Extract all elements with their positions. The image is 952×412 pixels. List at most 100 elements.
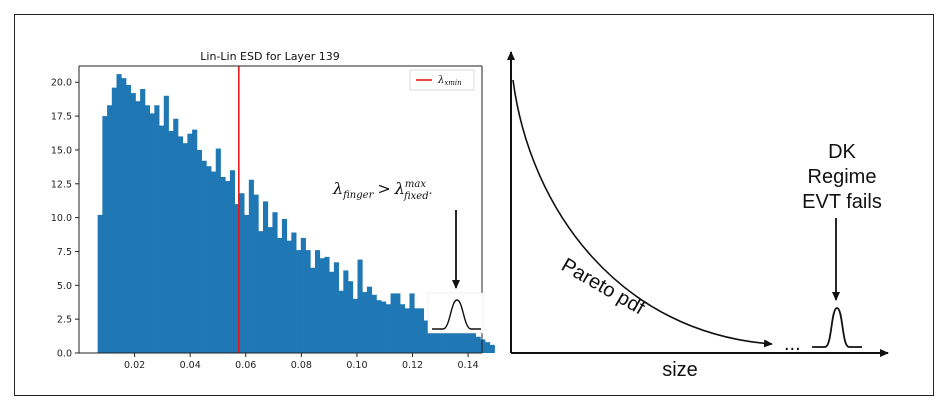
histogram-bar <box>381 301 387 353</box>
evt-fails-label: EVT fails <box>802 191 882 213</box>
regime-label: Regime <box>808 166 877 188</box>
finger-formula: λfinger > λmax fixed. <box>332 179 432 202</box>
ellipsis: ... <box>784 333 801 355</box>
histogram-bar <box>149 113 155 353</box>
histogram-bar <box>409 293 415 353</box>
dk-label: DK <box>828 141 856 163</box>
histogram-bar <box>366 286 373 353</box>
histogram-bar <box>329 271 335 353</box>
histogram-bar <box>348 281 354 353</box>
histogram-bar <box>385 304 391 353</box>
histogram-bar <box>286 240 292 353</box>
histogram-bar <box>163 95 169 353</box>
y-tick-label: 0.0 <box>57 349 72 360</box>
histogram-bar <box>314 250 321 353</box>
histogram-bar <box>201 160 207 353</box>
histogram-bar <box>475 336 481 353</box>
histogram-bar <box>338 290 344 353</box>
histogram-bar <box>116 74 122 354</box>
histogram-bar <box>121 78 127 354</box>
histogram-bar <box>376 300 382 353</box>
histogram-bar <box>182 143 188 353</box>
histogram-bar <box>107 105 113 353</box>
y-tick-label: 12.5 <box>51 179 72 190</box>
histogram-bar <box>324 256 330 353</box>
x-tick-label: 0.06 <box>235 360 256 371</box>
histogram-bar <box>144 105 150 353</box>
histogram-bar <box>239 193 245 353</box>
x-tick-label: 0.04 <box>180 360 201 371</box>
histogram-bar <box>173 118 179 353</box>
histogram-bar <box>466 331 472 353</box>
histogram-bar <box>97 214 103 353</box>
y-tick-label: 10.0 <box>51 213 72 224</box>
histogram-bar <box>215 148 221 353</box>
bump-inset <box>427 292 484 334</box>
x-tick-label: 0.02 <box>124 360 145 371</box>
histogram-bar <box>272 212 278 353</box>
x-tick-label: 0.14 <box>458 360 479 371</box>
histogram-bar <box>168 130 174 353</box>
histogram-ticks: 0.02 0.04 0.06 0.08 0.10 0.12 0.14 0.0 2.5 5.0 7.5… <box>51 78 479 371</box>
histogram-bar <box>206 166 212 353</box>
y-tick-label: 20.0 <box>51 78 72 89</box>
pareto-schematic: size Pareto pdf ... DK Regime EVT fails <box>507 51 889 381</box>
histogram-bar <box>262 201 269 353</box>
histogram-bar <box>489 344 495 353</box>
histogram-bar <box>258 231 264 353</box>
histogram-bar <box>277 237 283 353</box>
chart-title: Lin-Lin ESD for Layer 139 <box>200 50 339 63</box>
histogram-bar <box>253 194 259 353</box>
histogram-bar <box>404 308 410 353</box>
x-tick-label: 0.10 <box>346 360 367 371</box>
histogram-bar <box>296 250 302 353</box>
histogram-bar <box>357 259 363 353</box>
histogram-bar <box>248 179 254 353</box>
histogram-bars <box>97 74 495 354</box>
histogram-chart: Lin-Lin ESD for Layer 139 0.02 0.04 0.06 0.… <box>51 50 495 371</box>
histogram-bar <box>225 181 231 353</box>
histogram-bar <box>196 149 202 353</box>
histogram-bar <box>111 87 117 353</box>
histogram-bar <box>362 292 368 353</box>
chart-legend: λxmin <box>409 69 475 91</box>
histogram-bar <box>451 324 458 353</box>
histogram-bar <box>400 304 406 353</box>
histogram-bar <box>371 294 377 353</box>
histogram-bar <box>125 84 132 353</box>
histogram-bar <box>159 125 165 353</box>
histogram-bar <box>234 204 240 353</box>
histogram-bar <box>414 308 420 353</box>
histogram-bar <box>333 262 339 353</box>
histogram-bar <box>310 267 316 353</box>
finger-bump-curve <box>432 299 481 330</box>
histogram-bar <box>281 218 288 353</box>
y-tick-label: 15.0 <box>51 145 72 156</box>
x-tick-label: 0.12 <box>402 360 423 371</box>
histogram-bar <box>192 129 198 353</box>
histogram-bar <box>102 116 108 353</box>
histogram-bar <box>447 317 453 353</box>
histogram-bar <box>433 320 439 353</box>
histogram-bar <box>423 320 429 353</box>
figure-frame <box>14 14 934 396</box>
histogram-bar <box>390 293 396 353</box>
histogram-bar <box>140 89 146 353</box>
histogram-bar <box>343 270 349 353</box>
histogram-bar <box>291 232 297 353</box>
pareto-curve <box>512 79 773 348</box>
histogram-bar <box>187 133 193 353</box>
histogram-bar <box>135 101 141 353</box>
y-tick-label: 5.0 <box>57 281 72 292</box>
histogram-bar <box>319 258 325 353</box>
histogram-bar <box>220 177 226 353</box>
histogram-bar <box>154 105 160 353</box>
histogram-bar <box>300 237 306 353</box>
y-tick-label: 7.5 <box>57 247 72 258</box>
histogram-bar <box>130 93 136 353</box>
histogram-axes <box>78 65 483 354</box>
legend-label: λxmin <box>437 75 462 87</box>
y-tick-label: 17.5 <box>51 112 72 123</box>
histogram-bar <box>470 323 476 353</box>
